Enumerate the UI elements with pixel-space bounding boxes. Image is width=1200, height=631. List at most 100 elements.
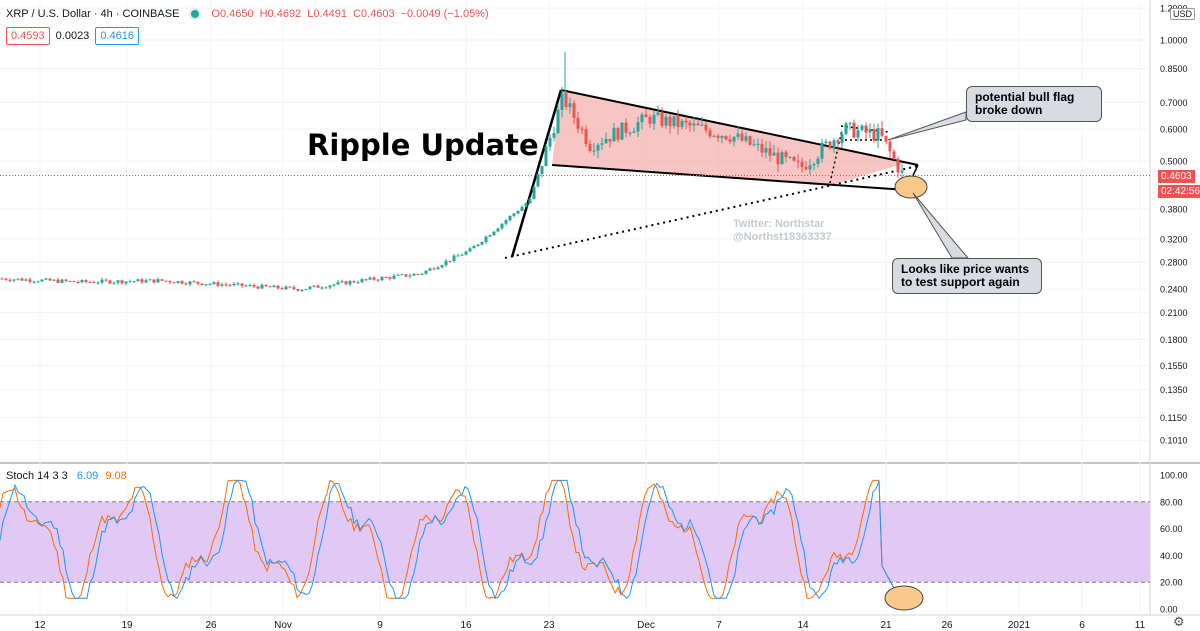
candle-body (564, 93, 568, 107)
candle-body (240, 283, 244, 286)
candle-body (764, 148, 768, 153)
currency-label[interactable]: USD (1170, 8, 1196, 20)
flagpole-line (510, 89, 563, 258)
candle-body (756, 143, 760, 145)
candle-body (280, 288, 284, 290)
candle-body (548, 137, 552, 147)
candle-body (268, 286, 272, 288)
candle-body (836, 140, 840, 144)
candle-body (400, 274, 404, 276)
candle-body (228, 284, 232, 286)
candle-body (256, 286, 260, 289)
candle-body (184, 283, 188, 285)
candle-body (700, 124, 704, 126)
candle-body (324, 287, 328, 289)
candle-body (352, 281, 356, 283)
candle-body (568, 103, 572, 107)
sell-button[interactable]: 0.4593 (6, 27, 50, 45)
stoch-tick-label: 60.00 (1160, 524, 1183, 534)
candle-body (804, 166, 808, 170)
candle-body (744, 136, 748, 141)
candle-body (172, 282, 176, 284)
candle-body (296, 289, 300, 291)
candle-body (4, 278, 8, 280)
candle-body (132, 281, 136, 283)
candle-body (204, 284, 208, 286)
watermark-line-2: @Northst18363337 (733, 231, 832, 243)
candle-body (360, 279, 364, 283)
candle-body (748, 136, 752, 145)
candle-body (552, 133, 556, 138)
candle-body (124, 281, 128, 284)
candle-body (428, 268, 432, 271)
candle-body (408, 275, 412, 277)
candle-body (308, 286, 312, 289)
buy-button[interactable]: 0.4616 (95, 27, 139, 45)
candle-body (728, 139, 732, 142)
candle-body (244, 285, 248, 287)
candle-body (532, 186, 536, 199)
candle-body (332, 284, 336, 286)
candle-body (468, 248, 472, 252)
candle-body (136, 279, 140, 282)
candle-body (780, 152, 784, 165)
candle-body (792, 156, 796, 161)
time-tick-label: 23 (543, 620, 555, 631)
candle-body (652, 114, 656, 124)
stoch-k-line (0, 479, 901, 600)
candle-body (848, 122, 852, 124)
candle-body (664, 116, 668, 126)
candle-body (164, 280, 168, 282)
candle-body (16, 278, 20, 280)
candle-body (224, 284, 228, 286)
candle-body (688, 122, 692, 126)
candle-body (608, 138, 612, 142)
stoch-d-line (0, 479, 901, 600)
price-highlight-ellipse (894, 175, 928, 199)
settings-gear-icon[interactable]: ⚙ (1173, 614, 1185, 629)
candle-body (260, 284, 264, 289)
candle-body (852, 122, 856, 138)
symbol-header: XRP / U.S. Dollar · 4h · COINBASE O0.465… (6, 8, 489, 20)
candle-body (596, 144, 600, 151)
candle-body (508, 215, 512, 221)
candle-body (24, 279, 28, 281)
candle-body (44, 278, 48, 280)
quote-boxes: 0.4593 0.0023 0.4616 (6, 27, 139, 45)
support-callout[interactable]: Looks like price wants to test support a… (892, 258, 1042, 294)
candle-body (100, 279, 104, 283)
bull-flag-callout[interactable]: potential bull flag broke down (966, 86, 1102, 122)
price-tick-label: 0.7000 (1160, 98, 1188, 108)
candle-body (592, 150, 596, 152)
candle-body (704, 124, 708, 131)
candle-body (760, 143, 764, 153)
candle-body (696, 123, 700, 126)
watermark-line-1: Twitter: Northstar (733, 218, 825, 230)
time-tick-label: 12 (34, 620, 46, 631)
candle-body (56, 279, 60, 283)
support-pointer (912, 192, 970, 259)
candle-body (556, 109, 560, 134)
candle-body (692, 123, 696, 126)
descending-wedge (552, 90, 906, 186)
watermark: Twitter: Northstar @Northst18363337 (733, 218, 832, 244)
stoch-label[interactable]: Stoch 14 3 3 (6, 470, 68, 482)
symbol-label[interactable]: XRP / U.S. Dollar · 4h · COINBASE (6, 8, 180, 20)
candle-body (628, 132, 632, 134)
spread-value: 0.0023 (55, 30, 90, 42)
candle-body (716, 135, 720, 138)
candle-body (52, 279, 56, 281)
candle-body (340, 281, 344, 283)
price-tick-label: 0.1150 (1160, 413, 1187, 423)
time-tick-label: Dec (637, 620, 655, 631)
candle-body (68, 280, 72, 282)
candle-body (500, 223, 504, 229)
candle-body (392, 275, 396, 279)
candle-body (160, 279, 164, 281)
candle-body (88, 281, 92, 283)
candle-body (576, 117, 580, 129)
candle-body (788, 156, 792, 158)
candle-body (600, 143, 604, 145)
candle-body (216, 282, 220, 286)
